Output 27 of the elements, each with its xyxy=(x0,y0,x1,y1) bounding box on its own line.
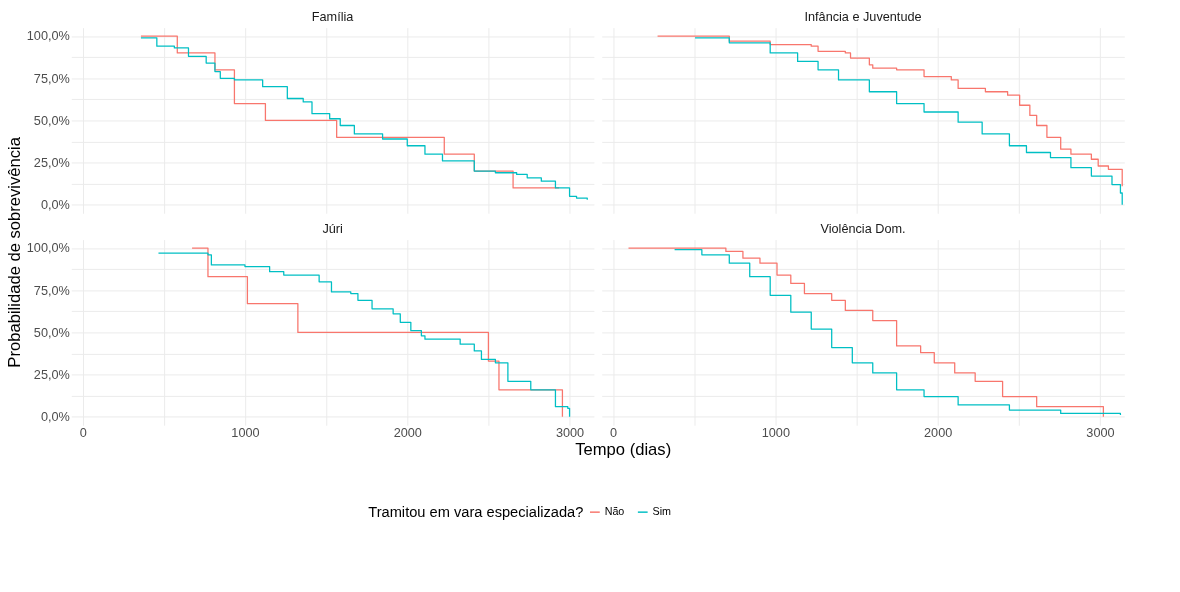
legend-title: Tramitou em vara especializada? xyxy=(368,504,584,521)
y-tick-label: 0,0% xyxy=(40,198,70,213)
y-tick-label: 0,0% xyxy=(40,410,70,425)
x-tick-label: 3000 xyxy=(1086,426,1115,441)
y-tick-label: 50,0% xyxy=(33,325,70,340)
x-tick-label: 3000 xyxy=(555,426,585,441)
y-tick-label: 100,0% xyxy=(26,29,70,44)
chart-title: Violência Dom. xyxy=(820,221,906,236)
x-axis-title: Tempo (dias) xyxy=(575,440,672,460)
y-tick-label: 100,0% xyxy=(26,241,70,256)
y-axis-title: Probabilidade de sobrevivência xyxy=(4,136,24,368)
y-tick-label: 25,0% xyxy=(33,367,70,382)
chart-title: Infância e Juventude xyxy=(804,9,922,24)
chart-title: Júri xyxy=(322,221,343,236)
x-tick-label: 0 xyxy=(610,426,618,441)
x-tick-label: 1000 xyxy=(231,426,260,441)
x-tick-label: 2000 xyxy=(924,426,953,441)
legend-label: Sim xyxy=(652,505,672,518)
y-tick-label: 50,0% xyxy=(33,113,70,128)
legend-label: Não xyxy=(604,505,625,518)
x-tick-label: 1000 xyxy=(761,426,790,441)
chart-title: Família xyxy=(311,9,355,24)
y-tick-label: 75,0% xyxy=(33,71,70,86)
x-tick-label: 2000 xyxy=(393,426,422,441)
y-tick-label: 75,0% xyxy=(33,283,70,298)
y-tick-label: 25,0% xyxy=(33,156,70,171)
x-tick-label: 0 xyxy=(79,426,87,441)
